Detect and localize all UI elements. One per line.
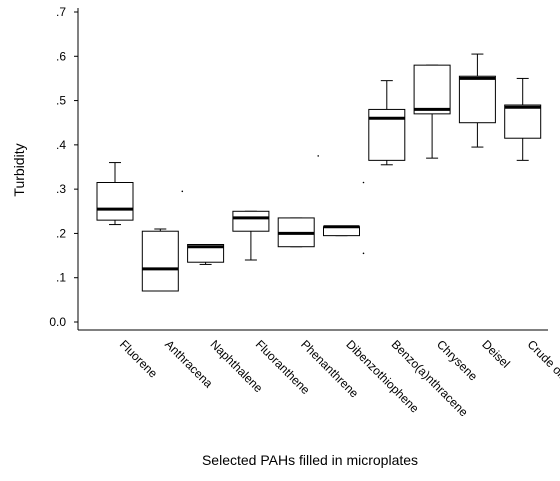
x-category-label: Crude oil [525,337,560,381]
box-group [413,64,451,159]
box-group [504,77,542,161]
y-tick-label: .6 [56,49,66,63]
box-group [323,181,365,255]
y-tick-label: .7 [56,5,66,19]
box-group [141,190,184,292]
y-tick-label: 0.0 [49,315,66,329]
outlier-point [362,252,365,255]
box-group [458,53,496,148]
box [413,64,451,115]
x-category-label: Deisel [479,337,512,370]
box [187,244,225,263]
box-group [187,244,225,265]
y-axis-ticks: 0.0 .1 .2 .3 .4 .5 .6 .7 [49,5,78,329]
y-tick-label: .1 [56,271,66,285]
y-tick-label: .4 [56,138,66,152]
x-category-label: Fluorene [117,337,161,381]
box [504,104,542,139]
box-group [277,155,320,248]
box [232,210,270,232]
box-group [232,210,270,261]
outlier-point [317,155,320,157]
outlier-point [362,181,365,184]
y-tick-label: .5 [56,94,66,108]
box [141,230,179,292]
box [458,75,496,124]
box-group [96,162,134,226]
y-axis-title: Turbidity [11,143,27,196]
box-group [368,80,406,166]
x-axis-category-labels: Fluorene AnthracenaNaphthaleneFluoranthen… [117,337,560,419]
box-series [96,53,542,292]
x-category-label: Anthracena [162,337,216,391]
x-category-label: Chrysene [434,337,480,383]
outlier-point [181,190,184,193]
y-tick-label: .2 [56,226,66,240]
x-category-label: Benzo(a)nthracene [389,337,471,419]
y-tick-label: .3 [56,182,66,196]
x-axis-title: Selected PAHs filled in microplates [202,452,418,468]
box [96,182,134,221]
